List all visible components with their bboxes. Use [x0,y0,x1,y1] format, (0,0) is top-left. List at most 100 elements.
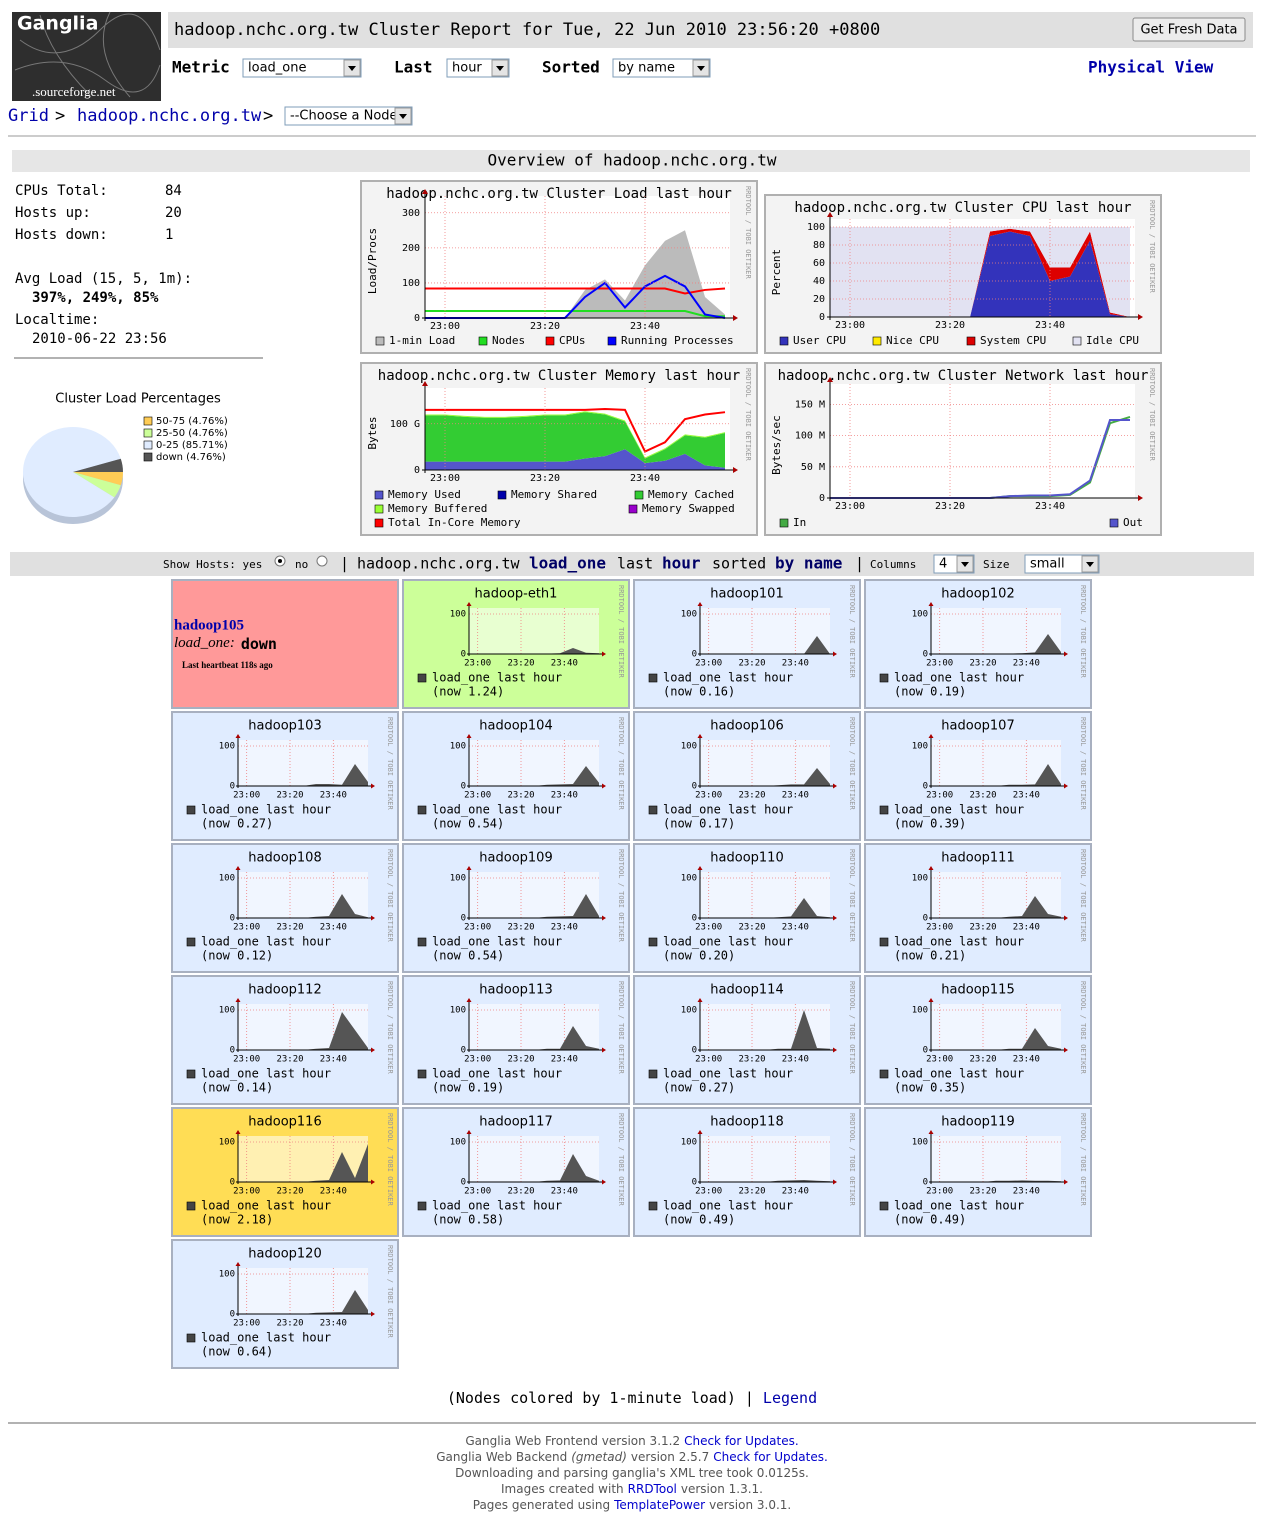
series-area [425,412,725,468]
nodes-note-text: (Nodes colored by 1-minute load) | [447,1389,754,1407]
series-area [830,228,1130,317]
host-graph-canvas [700,608,830,654]
rrd-credit: RRDTOOL / TOBI OETIKER [617,981,625,1075]
footer-link[interactable]: Check for Updates. [684,1434,799,1448]
show-hosts-range: hour [662,554,701,573]
x-tick-label: 23:20 [969,791,996,801]
legend-swatch [186,1333,196,1343]
legend-label: load_one last hour [201,1331,331,1345]
columns-select[interactable]: 4 [939,557,947,572]
x-tick-label: 23:20 [507,659,534,669]
load-area [700,898,830,918]
legend-link[interactable]: Legend [763,1389,817,1407]
node-select[interactable]: --Choose a Node [290,109,398,124]
size-select-box[interactable] [1024,554,1100,574]
legend-swatch [879,937,889,947]
grid-link[interactable]: Grid [8,106,49,126]
pie-slice [73,472,123,486]
y-tick-label: 100 [219,1006,235,1016]
footer-link[interactable]: Check for Updates. [713,1450,828,1464]
refresh-label[interactable]: Get Fresh Data [1140,23,1237,38]
legend-swatch [1109,518,1119,528]
legend-label: Nodes [492,334,525,347]
rrd-credit: RRDTOOL / TOBI OETIKER [386,981,394,1075]
pie-legend-swatch [143,440,153,450]
breadcrumb-separator: > [263,106,273,126]
cluster-link[interactable]: hadoop.nchc.org.tw [77,106,262,126]
pie-legend-label: 0-25 (85.71%) [156,440,228,451]
y-tick-label: 100 [450,874,466,884]
legend-label: In [793,516,806,529]
radio-no[interactable] [316,555,328,567]
host-now: (now 0.49) [663,1213,735,1227]
footer-text: Ganglia Web Frontend version 3.1.2 [465,1434,680,1448]
stat-value: 1 [165,227,173,243]
host-now: (now 0.19) [894,685,966,699]
graph-title: hadoop.nchc.org.tw Cluster Memory last h… [378,368,740,384]
load-area [931,1028,1061,1050]
host-now: (now 2.18) [201,1213,273,1227]
x-tick-label: 23:00 [695,1055,722,1065]
legend-swatch [879,1069,889,1079]
host-graph-canvas [700,1136,830,1182]
sort-select[interactable]: by name [618,61,675,76]
y-tick-label: 0 [923,782,928,792]
legend-swatch [374,518,384,528]
legend-label: Memory Used [388,488,461,501]
legend-label: User CPU [793,334,846,347]
host-link[interactable]: hadoop105 [174,617,244,633]
pie-slice [22,426,121,517]
y-tick-label: 100 [912,1006,928,1016]
metric-select-box[interactable] [242,58,362,78]
legend-label: Running Processes [621,334,734,347]
metric-select[interactable]: load_one [248,61,306,76]
logo-subtext: .sourceforge.net [32,84,116,99]
x-tick-label: 23:00 [233,791,260,801]
y-tick-label: 0 [414,465,420,476]
logo-texture [14,11,161,98]
range-select[interactable]: hour [452,61,482,76]
legend-label: load_one last hour [432,671,562,685]
host-now: (now 0.19) [432,1081,504,1095]
footer-line: Downloading and parsing ganglia's XML tr… [455,1466,809,1480]
node-select-box[interactable] [284,106,413,126]
footer-link[interactable]: RRDTool [628,1482,677,1496]
series-area [425,449,725,470]
y-tick-label: 0 [923,914,928,924]
x-tick-label: 23:00 [464,791,491,801]
x-tick-label: 23:40 [320,1055,347,1065]
footer-line: Ganglia Web Frontend version 3.1.2 Check … [465,1434,798,1448]
sort-select-box[interactable] [612,58,711,78]
legend-label: Memory Swapped [642,502,735,515]
load-area [238,1290,368,1314]
x-tick-label: 23:20 [738,1187,765,1197]
y-tick-label: 100 G [390,419,420,430]
x-tick-label: 23:20 [507,1187,534,1197]
x-tick-label: 23:20 [507,791,534,801]
columns-label: Columns [870,558,916,571]
legend-swatch [545,336,555,346]
refresh-button[interactable] [1132,17,1246,42]
legend-swatch [374,490,384,500]
y-tick-label: 0 [692,1046,697,1056]
host-name: hadoop104 [479,719,552,734]
last-label: Last [394,58,433,77]
x-tick-label: 23:00 [695,923,722,933]
y-tick-label: 20 [813,294,825,305]
x-tick-label: 23:40 [782,659,809,669]
y-tick-label: 100 [450,610,466,620]
y-tick-label: 100 [681,742,697,752]
series-area [830,231,1130,317]
localtime-label: Localtime: [15,312,99,328]
y-tick-label: 100 [219,742,235,752]
load-area [238,1012,368,1050]
rrd-credit: RRDTOOL / TOBI OETIKER [744,186,752,280]
y-tick-label: 200 [402,243,420,254]
host-name: hadoop103 [248,719,321,734]
load-area [469,1154,599,1182]
footer-link[interactable]: TemplatePower [613,1498,705,1512]
x-tick-label: 23:20 [969,1187,996,1197]
x-tick-label: 23:20 [935,501,965,512]
physical-view-link[interactable]: Physical View [1088,58,1214,77]
size-select[interactable]: small [1030,557,1065,572]
